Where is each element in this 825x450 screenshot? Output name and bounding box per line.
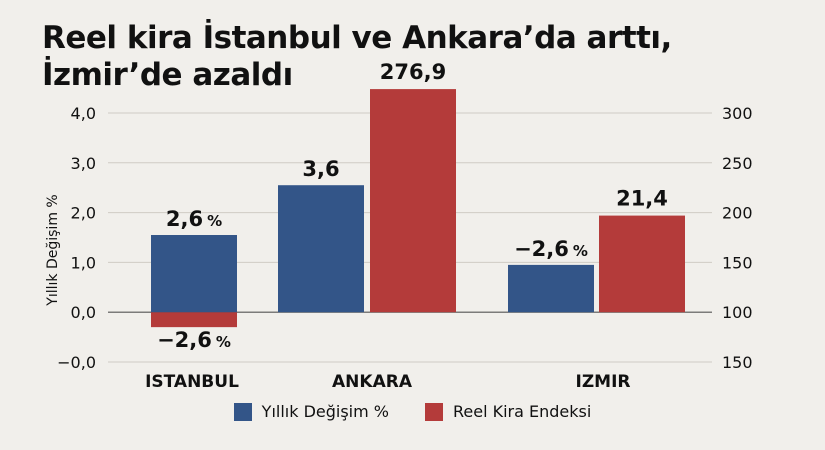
legend-swatch-annual-change [233, 402, 252, 421]
chart-title: Reel kira İstanbul ve Ankara’da arttı, İ… [42, 20, 802, 94]
legend-label-real-rent-index: Reel Kira Endeksi [453, 402, 592, 421]
chart-legend: Yıllık Değişim % Reel Kira Endeksi [0, 402, 825, 421]
bar-real-rent-index-izmir [599, 215, 685, 313]
chart-title-line-2: İzmir’de azaldı [42, 57, 293, 93]
bar-real-rent-index-ankara [370, 89, 456, 313]
data-label-annual-change-istanbul: 2,6% [166, 207, 222, 231]
category-label-ankara: ANKARA [332, 372, 413, 392]
right-tick-label-2: 200 [722, 204, 753, 223]
left-tick-label-3: 1,0 [71, 253, 96, 272]
left-tick-label-1: 3,0 [71, 154, 96, 173]
legend-label-annual-change: Yıllık Değişim % [261, 402, 389, 421]
legend-item-annual-change: Yıllık Değişim % [233, 402, 389, 421]
category-label-istanbul: ISTANBUL [145, 372, 239, 392]
left-tick-label-0: 4,0 [71, 104, 96, 123]
bar-annual-change-istanbul [151, 235, 237, 313]
bar-annual-change-izmir [508, 264, 594, 313]
right-tick-label-4: 100 [722, 303, 753, 322]
legend-item-real-rent-index: Reel Kira Endeksi [425, 402, 591, 421]
bar-annual-change-ankara [278, 185, 364, 313]
category-label-izmir: IZMIR [576, 372, 631, 392]
data-label-annual-change-ankara: 3,6 [302, 157, 339, 181]
data-label-real-rent-index-izmir: 21,4 [616, 187, 668, 211]
y-axis-label: Yıllık Değişim % [45, 194, 61, 306]
chart-title-line-1: Reel kira İstanbul ve Ankara’da arttı, [42, 20, 672, 56]
left-tick-label-2: 2,0 [71, 204, 96, 223]
data-label-annual-change-izmir: −2,6% [514, 237, 588, 261]
right-tick-label-3: 150 [722, 253, 753, 272]
data-label-real-rent-index-istanbul: −2,6% [157, 328, 231, 352]
right-tick-label-1: 250 [722, 154, 753, 173]
legend-swatch-real-rent-index [425, 402, 443, 421]
right-tick-label-5: 150 [722, 353, 753, 372]
left-tick-label-4: 0,0 [71, 303, 96, 322]
bar-real-rent-index-istanbul [151, 312, 237, 328]
data-label-real-rent-index-ankara: 276,9 [380, 60, 446, 84]
left-tick-label-5: −0,0 [57, 353, 96, 372]
right-tick-label-0: 300 [722, 104, 753, 123]
